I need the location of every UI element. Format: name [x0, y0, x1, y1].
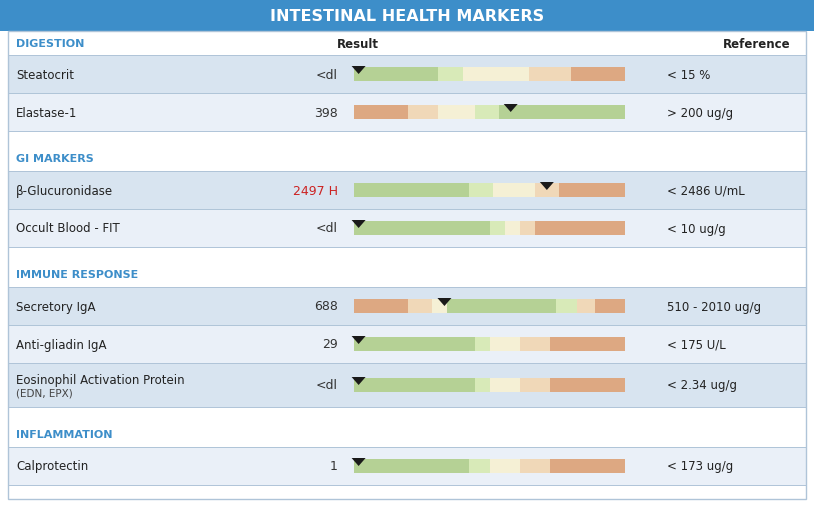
Text: <dl: <dl — [316, 68, 338, 81]
Text: Eosinophil Activation Protein: Eosinophil Activation Protein — [16, 374, 185, 386]
Bar — [490, 459, 520, 473]
Bar — [499, 106, 625, 120]
Text: β-Glucuronidase: β-Glucuronidase — [16, 184, 113, 197]
Bar — [354, 459, 469, 473]
Bar — [8, 210, 806, 247]
Text: <dl: <dl — [316, 222, 338, 235]
Text: GI MARKERS: GI MARKERS — [16, 154, 94, 164]
Text: Calprotectin: Calprotectin — [16, 460, 88, 473]
Bar — [8, 447, 806, 485]
Bar — [8, 56, 806, 94]
Bar — [8, 94, 806, 132]
Bar — [505, 222, 520, 235]
Bar — [354, 68, 439, 82]
Text: (EDN, EPX): (EDN, EPX) — [16, 388, 72, 398]
Text: Occult Blood - FIT: Occult Blood - FIT — [16, 222, 120, 235]
Bar — [475, 106, 499, 120]
Text: < 15 %: < 15 % — [667, 68, 711, 81]
Polygon shape — [352, 336, 365, 344]
Bar — [354, 106, 409, 120]
Text: 510 - 2010 ug/g: 510 - 2010 ug/g — [667, 300, 762, 313]
Text: > 200 ug/g: > 200 ug/g — [667, 106, 733, 119]
Bar — [354, 299, 409, 314]
Text: 2497 H: 2497 H — [293, 184, 338, 197]
Bar — [490, 337, 520, 351]
Text: DIGESTION: DIGESTION — [16, 39, 85, 49]
Bar — [8, 262, 806, 287]
Bar — [475, 337, 490, 351]
Text: Elastase-1: Elastase-1 — [16, 106, 77, 119]
Bar — [8, 247, 806, 262]
Bar — [354, 184, 469, 197]
Bar — [469, 184, 492, 197]
Text: < 175 U/L: < 175 U/L — [667, 338, 726, 351]
Text: Reference: Reference — [723, 37, 791, 50]
Bar — [439, 68, 462, 82]
Bar — [571, 68, 625, 82]
Bar — [520, 459, 550, 473]
Text: < 2.34 ug/g: < 2.34 ug/g — [667, 379, 737, 392]
Bar — [550, 459, 625, 473]
Bar — [448, 299, 556, 314]
Bar — [409, 106, 439, 120]
Bar — [8, 32, 806, 56]
Text: INFLAMMATION: INFLAMMATION — [16, 429, 112, 439]
Text: <dl: <dl — [316, 379, 338, 392]
Polygon shape — [540, 183, 554, 190]
Bar — [354, 337, 475, 351]
Bar — [535, 222, 625, 235]
Bar — [432, 299, 448, 314]
Bar — [8, 421, 806, 447]
Bar — [354, 222, 490, 235]
Polygon shape — [352, 67, 365, 75]
Text: INTESTINAL HEALTH MARKERS: INTESTINAL HEALTH MARKERS — [270, 9, 544, 23]
Bar — [550, 337, 625, 351]
Text: < 10 ug/g: < 10 ug/g — [667, 222, 726, 235]
Polygon shape — [352, 221, 365, 229]
Bar — [8, 363, 806, 407]
Bar — [550, 378, 625, 392]
Bar — [8, 287, 806, 325]
Bar — [520, 378, 550, 392]
Bar — [409, 299, 432, 314]
Text: Secretory IgA: Secretory IgA — [16, 300, 95, 313]
Bar — [577, 299, 595, 314]
Bar — [8, 132, 806, 146]
Bar — [556, 299, 577, 314]
Text: 29: 29 — [322, 338, 338, 351]
Polygon shape — [437, 298, 452, 307]
Text: 1: 1 — [330, 460, 338, 473]
Bar — [490, 378, 520, 392]
Bar — [462, 68, 529, 82]
Bar — [8, 407, 806, 421]
Bar — [535, 184, 559, 197]
Bar — [8, 146, 806, 172]
Bar — [8, 325, 806, 363]
Text: Anti-gliadin IgA: Anti-gliadin IgA — [16, 338, 107, 351]
Bar — [8, 172, 806, 210]
Bar — [520, 337, 550, 351]
Bar — [475, 378, 490, 392]
Text: < 173 ug/g: < 173 ug/g — [667, 460, 733, 473]
Bar — [490, 222, 505, 235]
Polygon shape — [504, 105, 518, 113]
Bar — [595, 299, 625, 314]
Text: 688: 688 — [314, 300, 338, 313]
Polygon shape — [352, 377, 365, 385]
Text: IMMUNE RESPONSE: IMMUNE RESPONSE — [16, 270, 138, 279]
Bar — [0, 0, 814, 32]
Bar — [469, 459, 490, 473]
Text: Steatocrit: Steatocrit — [16, 68, 74, 81]
Bar — [529, 68, 571, 82]
Bar — [559, 184, 625, 197]
Text: < 2486 U/mL: < 2486 U/mL — [667, 184, 745, 197]
Bar — [439, 106, 475, 120]
Bar — [354, 378, 475, 392]
Text: 398: 398 — [314, 106, 338, 119]
Bar — [492, 184, 535, 197]
Text: Result: Result — [337, 37, 379, 50]
Bar — [520, 222, 535, 235]
Polygon shape — [352, 458, 365, 466]
